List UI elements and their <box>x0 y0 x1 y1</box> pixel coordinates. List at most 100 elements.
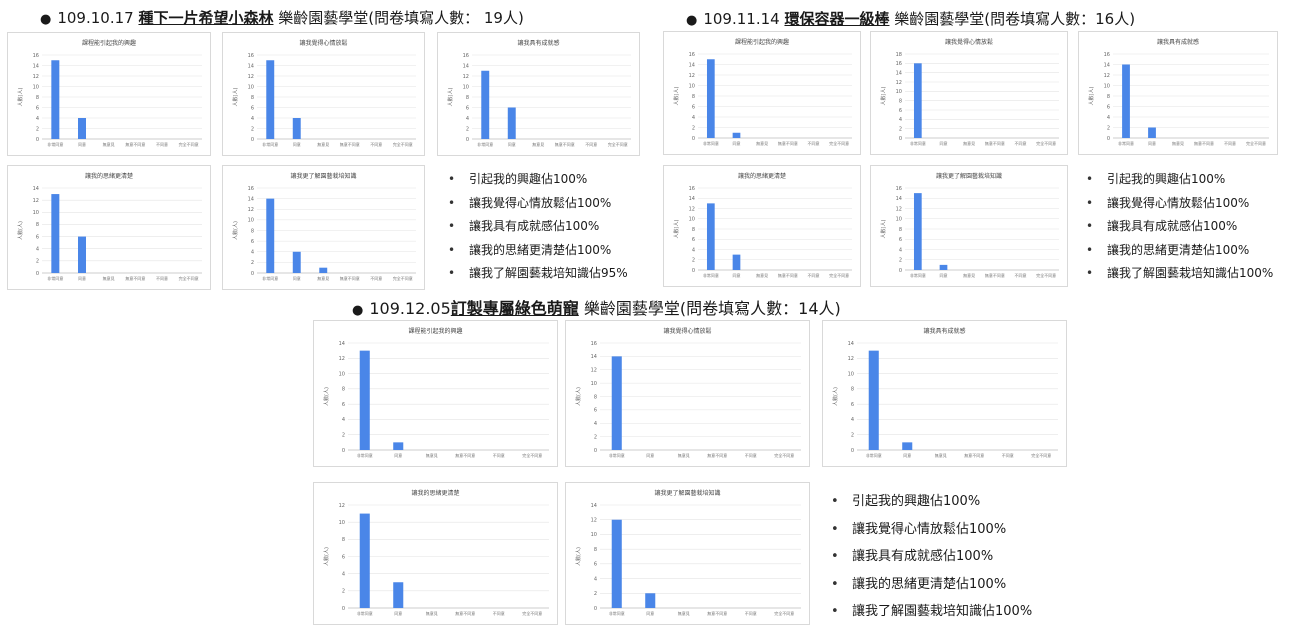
y-tick-label: 10 <box>591 381 597 387</box>
y-tick-label: 2 <box>251 126 254 132</box>
x-category-label: 非常同意 <box>477 141 493 147</box>
bar <box>1122 64 1130 138</box>
y-tick-label: 2 <box>342 589 345 595</box>
y-tick-label: 16 <box>1104 52 1110 58</box>
y-tick-label: 10 <box>896 89 902 95</box>
bar-chart: 讓我具有成就感 0 2 4 6 8 10 12 14 16 人數(人) 非常同意 同意 無意見 無意不同意 不… <box>1078 31 1278 155</box>
y-tick-label: 12 <box>1104 73 1110 79</box>
y-tick-label: 0 <box>251 271 254 277</box>
bar <box>902 442 913 450</box>
x-category-label: 無意見 <box>426 452 438 458</box>
x-category-label: 完全不同意 <box>1036 272 1056 278</box>
chart-svg: 讓我的思緒更清楚 0 2 4 6 8 10 12 14 16 人數(人) 非常同意 同意 無意見 無意不同意… <box>673 172 852 278</box>
section-course-title: 環保容器一級棒 <box>784 10 890 28</box>
y-tick-label: 6 <box>251 239 254 245</box>
section-date: 109.11.14 <box>703 10 780 28</box>
y-tick-label: 0 <box>342 606 345 612</box>
x-category-label: 完全不同意 <box>179 141 199 147</box>
chart-svg: 讓我更了解園藝栽培知識 0 2 4 6 8 10 12 14 16 人數(人) 非常同意 同意 無意見 無意… <box>232 172 416 281</box>
y-tick-label: 2 <box>594 591 597 597</box>
y-tick-label: 14 <box>463 63 469 69</box>
x-category-label: 不同意 <box>745 610 757 616</box>
bar-chart: 讓我具有成就感 0 2 4 6 8 10 12 14 16 人數(人) 非常同意 同意 無意見 無意不同意 不… <box>437 32 640 156</box>
y-tick-label: 10 <box>33 210 39 216</box>
x-category-label: 無意見 <box>103 141 115 147</box>
y-axis-label: 人數(人) <box>323 547 330 566</box>
section-subtitle: 樂齡園藝學堂(問卷填寫人數： 19人) <box>278 9 524 27</box>
x-category-label: 無意不同意 <box>125 275 145 281</box>
y-tick-label: 12 <box>248 207 254 213</box>
y-tick-label: 6 <box>899 237 902 243</box>
y-tick-label: 2 <box>251 260 254 266</box>
y-tick-label: 2 <box>899 126 902 132</box>
x-category-label: 不同意 <box>1002 452 1014 458</box>
x-category-label: 同意 <box>646 610 654 616</box>
y-tick-label: 16 <box>248 53 254 59</box>
section-subtitle: 樂齡園藝學堂(問卷填寫人數：14人) <box>583 299 841 318</box>
bar-chart: 課程能引起我的興趣 0 2 4 6 8 10 12 14 16 人數(人) 非常同意 同意 無意見 無意不同… <box>663 31 861 155</box>
bar <box>481 70 490 139</box>
bullet-dot-icon: ● <box>686 13 698 28</box>
summary-item: 讓我具有成就感佔100% <box>1083 215 1273 239</box>
y-axis-label: 人數(人) <box>880 87 887 106</box>
y-tick-label: 8 <box>899 227 902 233</box>
summary-item: 讓我的思緒更清楚佔100% <box>828 571 1032 599</box>
y-tick-label: 8 <box>1107 94 1110 100</box>
y-tick-label: 12 <box>896 206 902 212</box>
y-tick-label: 14 <box>33 186 39 192</box>
x-category-label: 無意不同意 <box>125 141 145 147</box>
bar <box>78 118 86 139</box>
y-tick-label: 6 <box>899 108 902 114</box>
x-category-label: 同意 <box>733 140 741 146</box>
y-axis-label: 人數(人) <box>880 220 887 239</box>
y-tick-label: 4 <box>342 571 345 577</box>
y-tick-label: 14 <box>248 196 254 202</box>
x-category-label: 無意不同意 <box>455 452 475 458</box>
y-tick-label: 4 <box>251 250 254 256</box>
y-tick-label: 8 <box>466 95 469 101</box>
summary-item: 讓我了解園藝栽培知識佔95% <box>445 262 628 286</box>
summary-item: 引起我的興趣佔100% <box>445 168 628 192</box>
chart-svg: 課程能引起我的興趣 0 2 4 6 8 10 12 14 人數(人) 非常同意 同意 無意見 無意不同意 不… <box>323 327 549 458</box>
summary-list-3: 引起我的興趣佔100% 讓我覺得心情放鬆佔100% 讓我具有成就感佔100% 讓… <box>828 488 1032 626</box>
y-tick-label: 2 <box>1107 125 1110 131</box>
x-category-label: 非常同意 <box>609 610 625 616</box>
y-tick-label: 4 <box>692 115 695 121</box>
chart-svg: 讓我的思緒更清楚 0 2 4 6 8 10 12 人數(人) 非常同意 同意 無意見 無意不同意 不同意 完… <box>323 489 549 616</box>
y-tick-label: 4 <box>1107 115 1110 121</box>
y-axis-label: 人數(人) <box>673 220 680 239</box>
x-category-label: 不同意 <box>493 452 505 458</box>
chart-title: 課程能引起我的興趣 <box>82 39 136 47</box>
y-tick-label: 8 <box>594 394 597 400</box>
y-tick-label: 6 <box>466 105 469 111</box>
x-category-label: 非常同意 <box>262 275 278 281</box>
x-category-label: 無意不同意 <box>778 140 798 146</box>
y-tick-label: 12 <box>339 503 345 509</box>
y-tick-label: 14 <box>248 63 254 69</box>
y-tick-label: 8 <box>692 227 695 233</box>
bar <box>51 60 60 139</box>
x-category-label: 不同意 <box>156 275 168 281</box>
y-tick-label: 14 <box>896 196 902 202</box>
x-category-label: 無意不同意 <box>555 141 575 147</box>
y-tick-label: 4 <box>342 417 345 423</box>
y-tick-label: 6 <box>36 105 39 111</box>
y-tick-label: 16 <box>689 186 695 192</box>
bullet-dot-icon: ● <box>40 12 52 27</box>
summary-item: 讓我具有成就感佔100% <box>445 215 628 239</box>
y-tick-label: 6 <box>1107 104 1110 110</box>
y-tick-label: 8 <box>594 547 597 553</box>
summary-item: 讓我的思緒更清楚佔100% <box>1083 239 1273 263</box>
y-tick-label: 2 <box>342 433 345 439</box>
x-category-label: 非常同意 <box>910 140 926 146</box>
x-category-label: 同意 <box>646 452 654 458</box>
y-axis-label: 人數(人) <box>575 387 582 406</box>
y-tick-label: 14 <box>848 341 854 347</box>
y-tick-label: 2 <box>594 434 597 440</box>
x-category-label: 非常同意 <box>357 452 373 458</box>
y-tick-label: 14 <box>339 341 345 347</box>
bar <box>266 198 275 273</box>
x-category-label: 不同意 <box>370 275 382 281</box>
y-tick-label: 12 <box>591 518 597 524</box>
x-category-label: 同意 <box>940 140 948 146</box>
